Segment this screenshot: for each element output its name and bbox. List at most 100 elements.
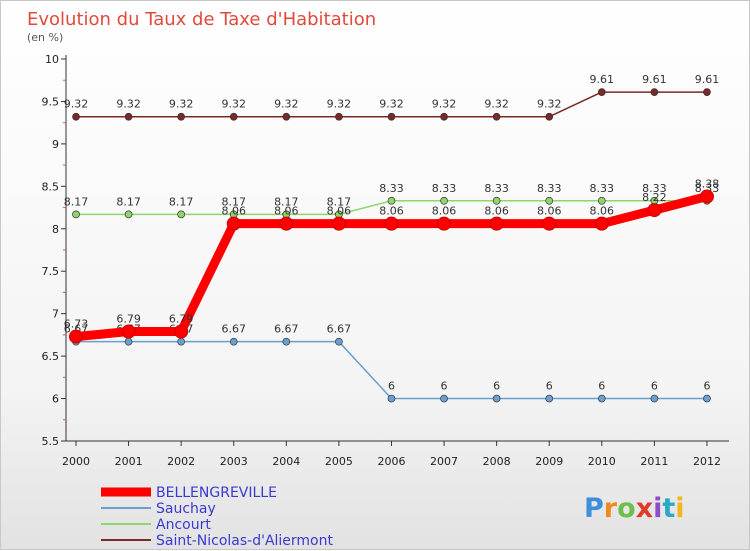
data-label: 6 <box>493 380 500 393</box>
data-label: 9.61 <box>642 73 667 86</box>
y-tick-label: 8 <box>52 223 59 236</box>
data-point <box>492 112 501 121</box>
x-tick-label: 2010 <box>588 455 616 468</box>
data-label: 6 <box>388 380 395 393</box>
data-point <box>650 394 659 403</box>
data-point <box>229 112 238 121</box>
proxiti-logo: Proxiti <box>584 493 685 524</box>
chart-subtitle: (en %) <box>27 31 63 44</box>
data-point <box>703 394 711 403</box>
data-label: 6 <box>546 380 553 393</box>
y-tick-label: 6 <box>52 393 59 406</box>
x-tick-label: 2005 <box>325 455 353 468</box>
data-point <box>703 88 711 96</box>
logo-letter: r <box>604 493 618 524</box>
y-tick-label: 5.5 <box>42 435 60 448</box>
data-label: 9.32 <box>537 98 562 111</box>
data-point <box>177 112 186 121</box>
data-label: 9.32 <box>169 98 194 111</box>
data-label: 9.32 <box>116 98 141 111</box>
data-point <box>387 394 396 403</box>
data-point <box>121 324 136 339</box>
data-point <box>229 337 238 346</box>
logo-letter: t <box>662 493 675 524</box>
data-point <box>699 189 714 204</box>
data-point <box>492 196 501 205</box>
data-point <box>335 337 343 346</box>
data-point <box>282 112 291 121</box>
data-point <box>489 216 504 231</box>
data-label: 8.06 <box>327 205 352 218</box>
data-label: 8.17 <box>327 195 352 208</box>
legend-entry: Ancourt <box>156 517 211 533</box>
logo-letter: o <box>617 493 636 524</box>
data-point <box>124 210 133 219</box>
data-label: 8.22 <box>642 191 667 204</box>
data-label: 6 <box>441 380 448 393</box>
data-point <box>174 324 189 339</box>
data-label: 8.33 <box>432 182 457 195</box>
data-label: 6 <box>598 380 605 393</box>
data-point <box>72 210 80 219</box>
data-point <box>440 394 448 403</box>
data-point <box>440 196 448 205</box>
data-point <box>492 394 501 403</box>
x-tick-label: 2003 <box>220 455 248 468</box>
logo-letter: i <box>675 493 684 524</box>
data-point <box>650 88 659 96</box>
data-point <box>124 337 133 346</box>
data-point <box>545 196 554 205</box>
data-label: 9.32 <box>484 98 509 111</box>
data-label: 9.32 <box>379 98 404 111</box>
data-label: 8.33 <box>484 182 509 195</box>
data-label: 8.33 <box>379 182 404 195</box>
data-label: 9.32 <box>64 98 89 111</box>
legend-entry: Saint-Nicolas-d'Aliermont <box>156 533 334 549</box>
data-point <box>545 112 554 121</box>
data-point <box>331 216 346 231</box>
data-point <box>647 203 662 218</box>
logo-letter: i <box>653 493 662 524</box>
data-point <box>69 329 83 344</box>
data-label: 8.33 <box>537 182 562 195</box>
data-label: 8.06 <box>537 205 562 218</box>
data-label: 8.17 <box>64 195 89 208</box>
data-label: 6.79 <box>169 312 194 325</box>
y-tick-label: 8.5 <box>42 180 60 193</box>
data-point <box>594 216 609 231</box>
data-label: 9.61 <box>695 73 720 86</box>
data-label: 6.73 <box>64 318 89 331</box>
x-tick-label: 2008 <box>483 455 511 468</box>
y-tick-label: 6.5 <box>42 350 60 363</box>
y-tick-label: 7.5 <box>42 265 60 278</box>
legend-entry: BELLENGREVILLE <box>156 485 277 501</box>
data-label: 8.06 <box>432 205 457 218</box>
data-label: 8.33 <box>642 182 667 195</box>
y-tick-label: 10 <box>45 53 59 66</box>
x-tick-label: 2007 <box>430 455 458 468</box>
data-label: 8.17 <box>221 195 246 208</box>
data-label: 9.32 <box>274 98 299 111</box>
data-label: 9.32 <box>221 98 246 111</box>
data-label: 8.17 <box>116 195 141 208</box>
x-tick-label: 2006 <box>377 455 405 468</box>
data-point <box>437 216 452 231</box>
data-label: 6.67 <box>221 323 246 336</box>
data-label: 6.79 <box>116 312 141 325</box>
data-point <box>226 216 241 231</box>
data-label: 8.17 <box>274 195 299 208</box>
data-label: 6.67 <box>274 323 299 336</box>
data-label: 8.38 <box>695 178 720 191</box>
data-point <box>282 337 291 346</box>
x-tick-label: 2012 <box>693 455 721 468</box>
data-point <box>542 216 557 231</box>
logo-letter: P <box>584 493 604 524</box>
data-label: 8.17 <box>169 195 194 208</box>
data-label: 6 <box>703 380 710 393</box>
x-tick-label: 2009 <box>535 455 563 468</box>
y-tick-label: 9 <box>52 138 59 151</box>
data-label: 8.06 <box>379 205 404 218</box>
data-label: 6.67 <box>327 323 352 336</box>
